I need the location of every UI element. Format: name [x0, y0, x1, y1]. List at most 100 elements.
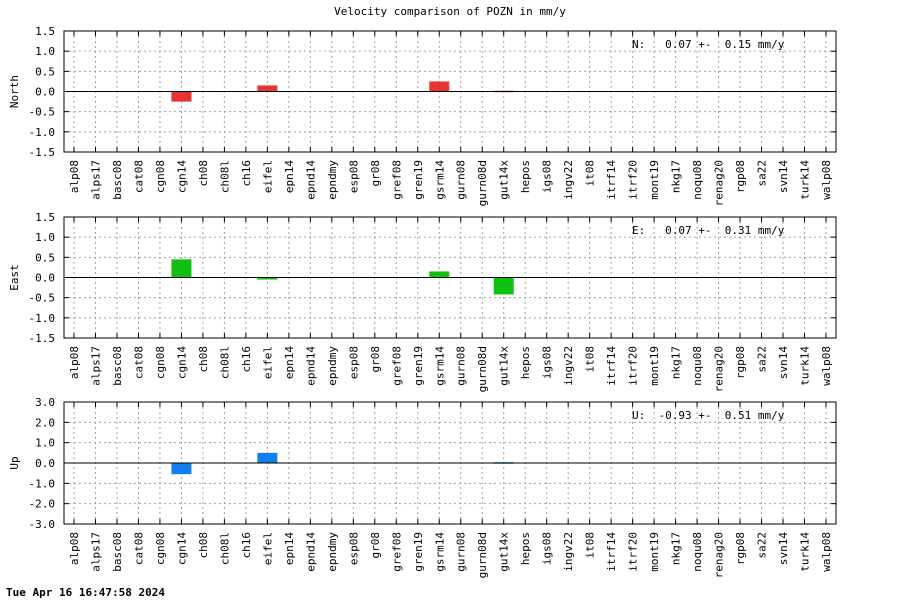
x-tick-label: ch16	[240, 160, 253, 187]
x-tick-label: basc08	[111, 532, 124, 572]
x-tick-label: gurn08	[455, 346, 468, 386]
x-tick-label: turk14	[799, 160, 812, 200]
north-bar-cgn14	[171, 91, 192, 102]
x-tick-label: walp08	[820, 532, 833, 572]
y-tick-label: -0.5	[29, 292, 56, 305]
x-tick-label: ch08l	[218, 160, 231, 193]
velocity-annotation: U: -0.93 +- 0.51 mm/y	[632, 409, 785, 422]
x-tick-label: cgn08	[154, 160, 167, 193]
x-tick-label: svn14	[777, 160, 790, 193]
x-tick-label: renag20	[713, 532, 726, 578]
timestamp: Tue Apr 16 16:47:58 2024	[6, 586, 165, 599]
x-tick-label: turk14	[799, 346, 812, 386]
x-tick-label: cgn14	[175, 160, 188, 193]
x-tick-label: sa22	[756, 346, 769, 373]
east-bar-gut14x	[493, 277, 514, 295]
y-tick-label: -1.0	[29, 477, 56, 490]
x-tick-label: cat08	[132, 160, 145, 193]
y-tick-label: 1.5	[35, 25, 55, 38]
x-tick-label: ch08	[197, 160, 210, 187]
x-tick-label: cat08	[132, 532, 145, 565]
x-tick-label: gurn08	[455, 532, 468, 572]
x-tick-label: gren19	[412, 532, 425, 572]
north-bar-gsrm14	[429, 81, 450, 92]
y-tick-label: -1.5	[29, 146, 56, 159]
x-tick-label: nkg17	[670, 160, 683, 193]
x-tick-label: cgn08	[154, 346, 167, 379]
x-tick-label: it08	[584, 532, 597, 559]
y-axis-label: North	[8, 75, 21, 108]
x-tick-label: gurn08	[455, 160, 468, 200]
x-tick-label: noqu08	[691, 532, 704, 572]
y-tick-label: 1.0	[35, 45, 55, 58]
x-tick-label: gref08	[390, 532, 403, 572]
x-tick-label: renag20	[713, 346, 726, 392]
x-tick-label: eifel	[261, 346, 274, 379]
x-tick-label: mont19	[648, 160, 661, 200]
x-tick-label: ch16	[240, 346, 253, 373]
x-tick-label: ch08	[197, 346, 210, 373]
x-tick-label: walp08	[820, 346, 833, 386]
y-tick-label: 0.0	[35, 86, 55, 99]
x-tick-label: sa22	[756, 160, 769, 187]
x-tick-label: hepos	[519, 160, 532, 193]
x-tick-label: itrf20	[627, 160, 640, 200]
x-tick-label: gr08	[369, 346, 382, 373]
x-tick-label: ch08l	[218, 346, 231, 379]
x-tick-label: basc08	[111, 346, 124, 386]
x-tick-label: esp08	[347, 532, 360, 565]
x-tick-label: cgn14	[175, 346, 188, 379]
x-tick-label: esp08	[347, 160, 360, 193]
x-tick-label: alps17	[89, 346, 102, 386]
east-bar-gsrm14	[429, 271, 450, 278]
x-tick-label: igs08	[541, 532, 554, 565]
x-tick-label: sa22	[756, 532, 769, 559]
x-tick-label: mont19	[648, 346, 661, 386]
y-tick-label: 2.0	[35, 416, 55, 429]
y-tick-label: 1.5	[35, 211, 55, 224]
x-tick-label: gurn08d	[476, 346, 489, 392]
x-tick-label: basc08	[111, 160, 124, 200]
east-panel: 1.5 1.0 0.5 0.0 -0.5 -1.0 -1.5 alp08 alps17 basc0…	[8, 211, 837, 392]
y-tick-label: -1.0	[29, 126, 56, 139]
x-tick-label: epnd14	[304, 160, 317, 200]
x-tick-label: alps17	[89, 532, 102, 572]
y-tick-label: 0.0	[35, 457, 55, 470]
x-tick-label: alp08	[68, 160, 81, 193]
x-tick-label: epn14	[283, 532, 296, 565]
x-tick-label: gut14x	[498, 346, 511, 386]
x-tick-label: svn14	[777, 532, 790, 565]
y-tick-label: 1.0	[35, 437, 55, 450]
x-tick-label: gut14x	[498, 532, 511, 572]
x-tick-label: noqu08	[691, 160, 704, 200]
x-tick-label: noqu08	[691, 346, 704, 386]
y-tick-label: -1.0	[29, 312, 56, 325]
x-tick-label: turk14	[799, 532, 812, 572]
x-tick-label: rgp08	[734, 160, 747, 193]
x-tick-label: epnd14	[304, 346, 317, 386]
x-tick-label: esp08	[347, 346, 360, 379]
x-tick-label: rgp08	[734, 532, 747, 565]
x-tick-label: gren19	[412, 346, 425, 386]
x-tick-label: epnd14	[304, 532, 317, 572]
east-bar-eifel	[257, 277, 278, 280]
y-tick-label: -3.0	[29, 518, 56, 531]
y-axis-label: Up	[8, 456, 21, 469]
y-tick-label: 0.5	[35, 65, 55, 78]
x-tick-label: it08	[584, 160, 597, 187]
y-tick-label: 1.0	[35, 231, 55, 244]
x-tick-label: gref08	[390, 160, 403, 200]
x-tick-label: itrf14	[605, 160, 618, 200]
x-tick-label: epndmy	[326, 346, 339, 386]
x-tick-label: ch16	[240, 532, 253, 559]
x-tick-label: ch08l	[218, 532, 231, 565]
x-tick-label: gurn08d	[476, 532, 489, 578]
up-panel: 3.0 2.0 1.0 0.0 -1.0 -2.0 -3.0 alp08 alps17 basc0…	[8, 396, 837, 578]
x-tick-label: mont19	[648, 532, 661, 572]
x-tick-label: ingv22	[562, 532, 575, 572]
velocity-annotation: N: 0.07 +- 0.15 mm/y	[632, 38, 785, 51]
x-tick-label: gr08	[369, 532, 382, 559]
x-tick-label: epndmy	[326, 160, 339, 200]
x-tick-label: gurn08d	[476, 160, 489, 206]
x-tick-label: svn14	[777, 346, 790, 379]
